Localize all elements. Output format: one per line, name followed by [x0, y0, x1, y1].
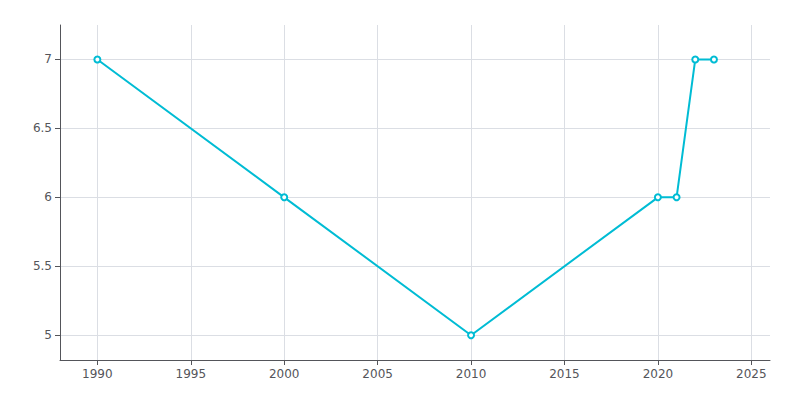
svg-text:2005: 2005 [362, 367, 393, 381]
svg-text:1990: 1990 [82, 367, 113, 381]
svg-text:2010: 2010 [456, 367, 487, 381]
svg-text:6: 6 [44, 190, 52, 204]
svg-text:2000: 2000 [269, 367, 300, 381]
svg-text:2025: 2025 [736, 367, 767, 381]
svg-text:2015: 2015 [549, 367, 580, 381]
svg-text:6.5: 6.5 [33, 121, 52, 135]
svg-text:5: 5 [44, 328, 52, 342]
svg-text:1995: 1995 [176, 367, 207, 381]
svg-text:5.5: 5.5 [33, 259, 52, 273]
svg-text:7: 7 [44, 52, 52, 66]
svg-text:2020: 2020 [643, 367, 674, 381]
